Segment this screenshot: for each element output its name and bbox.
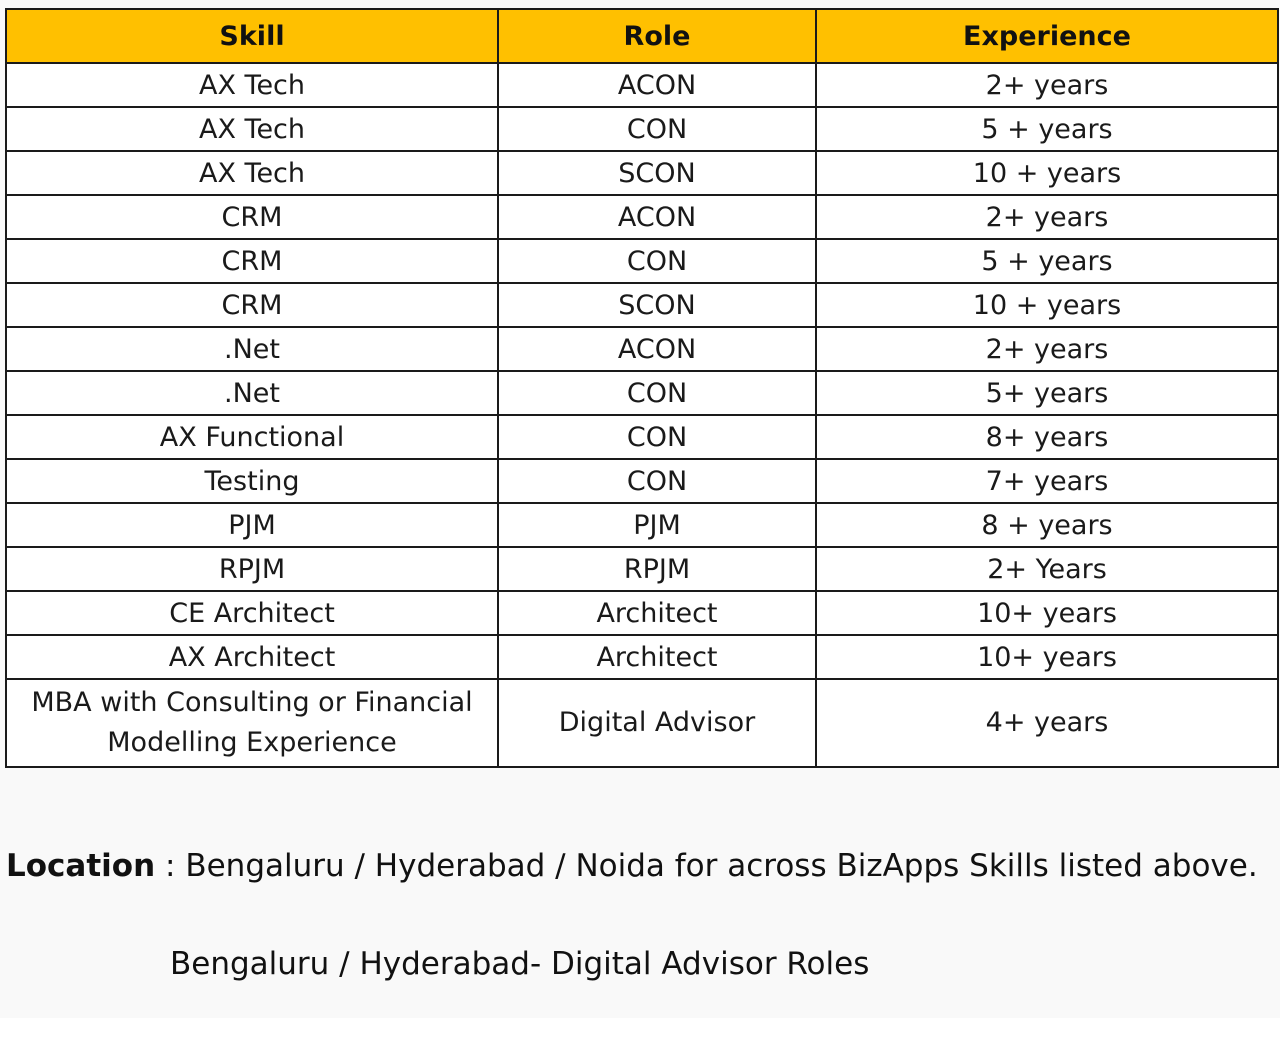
table-row: CRM ACON 2+ years xyxy=(5,194,1279,240)
location-label: Location xyxy=(6,848,156,884)
table-row: .Net ACON 2+ years xyxy=(5,326,1279,372)
cell-role: ACON xyxy=(497,62,817,108)
table-row: MBA with Consulting or Financial Modelli… xyxy=(5,678,1279,768)
cell-experience: 10+ years xyxy=(815,590,1279,636)
cell-role: ACON xyxy=(497,194,817,240)
location-second-line: Bengaluru / Hyderabad- Digital Advisor R… xyxy=(170,946,870,982)
cell-role: Architect xyxy=(497,590,817,636)
cell-role: SCON xyxy=(497,282,817,328)
location-separator: : xyxy=(155,848,186,884)
cell-role: CON xyxy=(497,414,817,460)
cell-role: RPJM xyxy=(497,546,817,592)
cell-experience: 5 + years xyxy=(815,106,1279,152)
cell-skill: AX Tech xyxy=(5,106,499,152)
cell-role: CON xyxy=(497,106,817,152)
table-row: AX Tech CON 5 + years xyxy=(5,106,1279,152)
table-row: CE Architect Architect 10+ years xyxy=(5,590,1279,636)
table-row: Testing CON 7+ years xyxy=(5,458,1279,504)
cell-skill-line-1: MBA with Consulting or Financial xyxy=(31,686,473,718)
cell-experience: 10 + years xyxy=(815,282,1279,328)
cell-role: Digital Advisor xyxy=(497,678,817,768)
document-sheet: Skill Role Experience AX Tech ACON 2+ ye… xyxy=(5,8,1279,982)
cell-experience: 4+ years xyxy=(815,678,1279,768)
cell-role: CON xyxy=(497,458,817,504)
cell-role: SCON xyxy=(497,150,817,196)
cell-skill: CE Architect xyxy=(5,590,499,636)
table-row: AX Tech SCON 10 + years xyxy=(5,150,1279,196)
location-line: Location : Bengaluru / Hyderabad / Noida… xyxy=(6,848,1258,884)
table-row: CRM CON 5 + years xyxy=(5,238,1279,284)
table-row: RPJM RPJM 2+ Years xyxy=(5,546,1279,592)
cell-skill: AX Tech xyxy=(5,150,499,196)
cell-skill: AX Tech xyxy=(5,62,499,108)
cell-experience: 5 + years xyxy=(815,238,1279,284)
header-role: Role xyxy=(497,8,817,64)
cell-skill-line-2: Modelling Experience xyxy=(107,727,397,758)
header-experience: Experience xyxy=(815,8,1279,64)
cell-experience: 2+ years xyxy=(815,62,1279,108)
table-row: AX Tech ACON 2+ years xyxy=(5,62,1279,108)
cell-skill: RPJM xyxy=(5,546,499,592)
header-skill: Skill xyxy=(5,8,499,64)
cell-skill: PJM xyxy=(5,502,499,548)
cell-role: PJM xyxy=(497,502,817,548)
cell-skill: MBA with Consulting or Financial Modelli… xyxy=(5,678,499,768)
cell-skill: AX Functional xyxy=(5,414,499,460)
cell-experience: 8 + years xyxy=(815,502,1279,548)
table-row: CRM SCON 10 + years xyxy=(5,282,1279,328)
cell-skill: CRM xyxy=(5,282,499,328)
cell-experience: 8+ years xyxy=(815,414,1279,460)
cell-experience: 2+ years xyxy=(815,326,1279,372)
cell-skill: .Net xyxy=(5,370,499,416)
cell-experience: 10 + years xyxy=(815,150,1279,196)
table-header-row: Skill Role Experience xyxy=(5,8,1279,64)
cell-skill: Testing xyxy=(5,458,499,504)
cell-skill: CRM xyxy=(5,238,499,284)
table-row: PJM PJM 8 + years xyxy=(5,502,1279,548)
location-text: Bengaluru / Hyderabad / Noida for across… xyxy=(185,848,1258,884)
cell-role: ACON xyxy=(497,326,817,372)
cell-experience: 7+ years xyxy=(815,458,1279,504)
cell-skill: AX Architect xyxy=(5,634,499,680)
cell-role: Architect xyxy=(497,634,817,680)
cell-experience: 10+ years xyxy=(815,634,1279,680)
table-row: AX Architect Architect 10+ years xyxy=(5,634,1279,680)
cell-experience: 2+ Years xyxy=(815,546,1279,592)
cell-role: CON xyxy=(497,370,817,416)
skills-table: Skill Role Experience AX Tech ACON 2+ ye… xyxy=(5,8,1279,768)
cell-role: CON xyxy=(497,238,817,284)
cell-skill: CRM xyxy=(5,194,499,240)
cell-experience: 5+ years xyxy=(815,370,1279,416)
table-row: .Net CON 5+ years xyxy=(5,370,1279,416)
table-row: AX Functional CON 8+ years xyxy=(5,414,1279,460)
cell-experience: 2+ years xyxy=(815,194,1279,240)
cell-skill: .Net xyxy=(5,326,499,372)
